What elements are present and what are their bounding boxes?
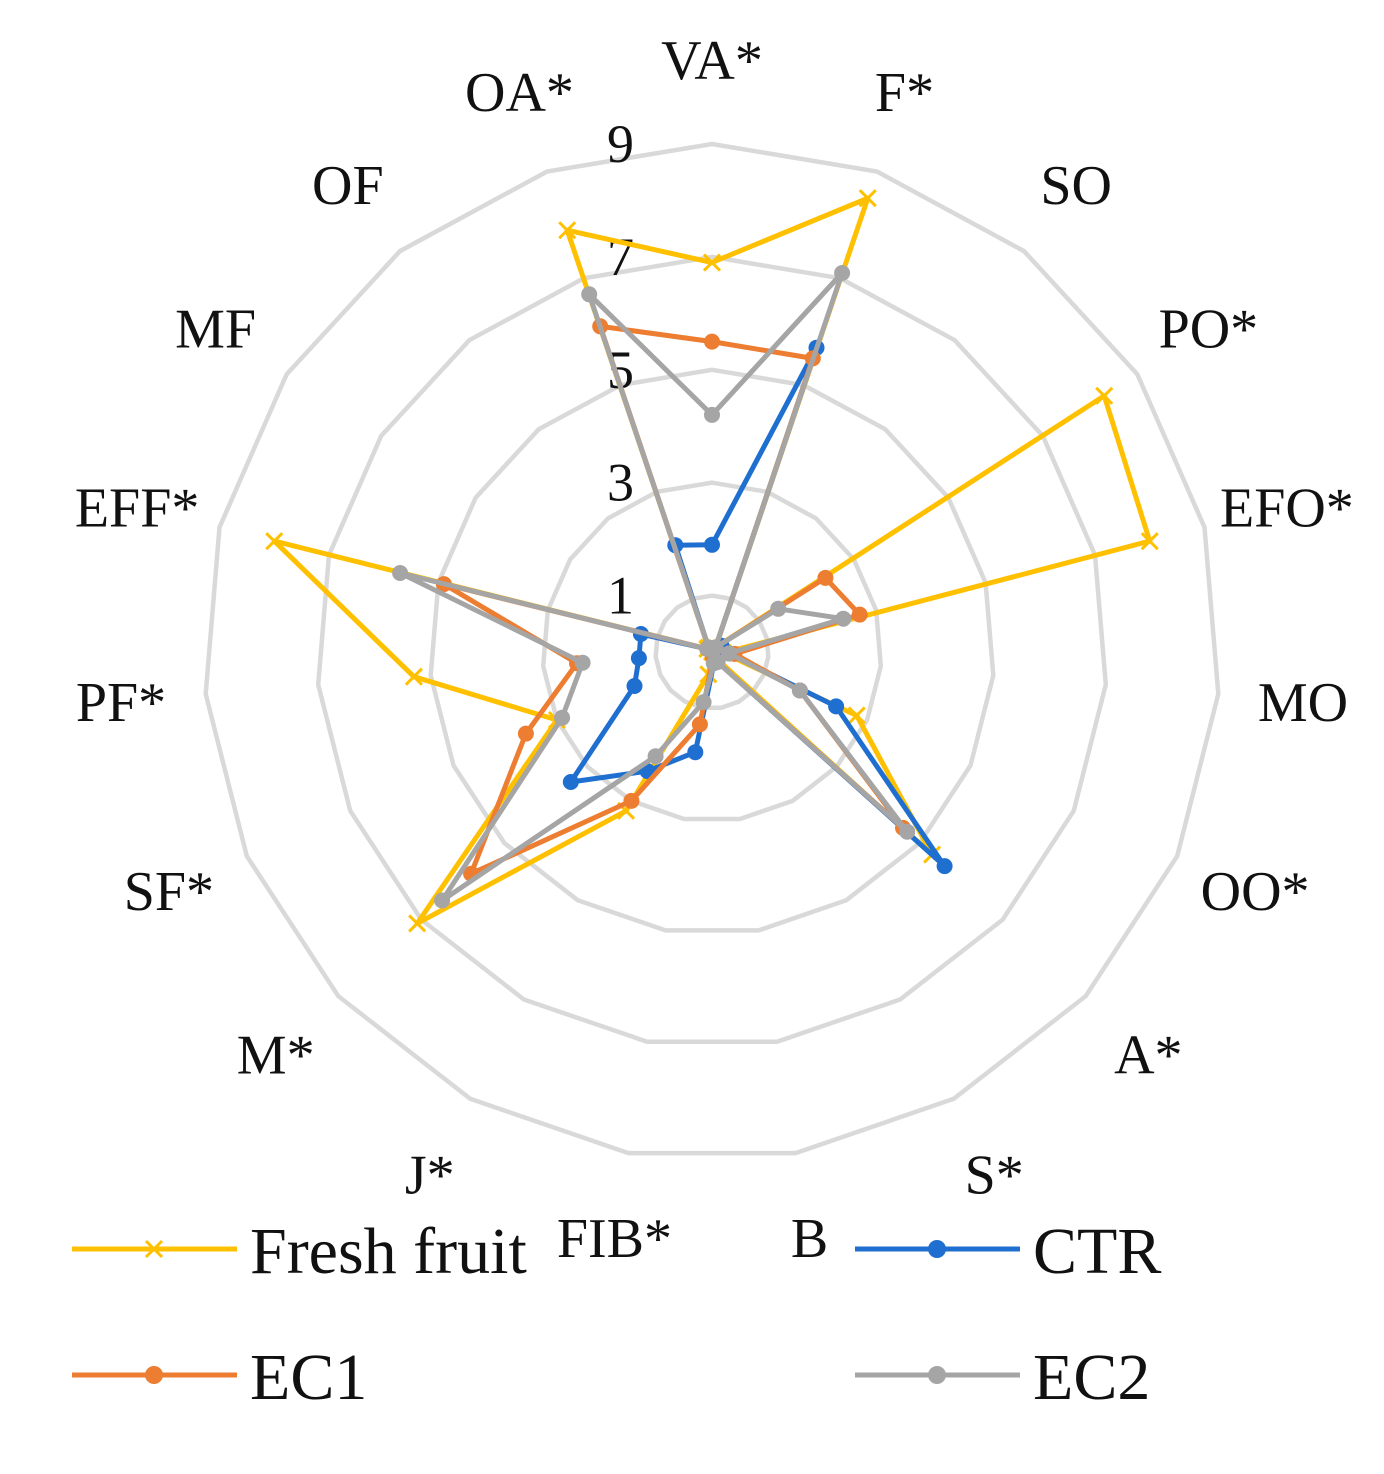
series-ec2	[392, 265, 916, 909]
axis-label-eff-star: EFF*	[75, 477, 200, 539]
axis-label-a-star: A*	[1114, 1025, 1182, 1087]
axis-label-of: OF	[312, 155, 384, 217]
axis-label-sf-star: SF*	[124, 861, 214, 923]
data-point	[702, 253, 722, 272]
data-point	[581, 286, 598, 303]
data-point	[574, 654, 591, 671]
data-point	[623, 792, 640, 809]
legend-marker	[145, 1366, 163, 1384]
grid-ring-5	[428, 367, 996, 933]
axis-label-mf: MF	[175, 299, 256, 361]
data-point	[851, 606, 868, 623]
radar-grid	[203, 141, 1221, 1156]
legend-marker	[928, 1240, 946, 1258]
grid-ring-1	[653, 593, 771, 710]
data-point	[408, 914, 427, 933]
axis-label-po-star: PO*	[1159, 299, 1259, 361]
axis-label-oo-star: OO*	[1201, 861, 1310, 923]
data-point	[554, 709, 571, 726]
axis-label-f-star: F*	[875, 62, 934, 124]
data-point	[704, 536, 720, 553]
data-point	[392, 565, 409, 581]
data-point	[704, 406, 720, 423]
tick-label-9: 9	[607, 114, 634, 174]
data-point	[791, 682, 808, 699]
data-point	[847, 706, 866, 725]
data-point	[720, 645, 737, 662]
data-point	[835, 610, 852, 627]
axis-label-j-star: J*	[405, 1145, 455, 1207]
data-point	[899, 823, 916, 840]
data-point	[626, 678, 643, 694]
tick-label-3: 3	[607, 453, 634, 513]
data-point	[828, 698, 845, 715]
data-point	[404, 667, 423, 686]
data-point	[562, 774, 579, 790]
legend-label: Fresh fruit	[250, 1215, 527, 1288]
data-point	[265, 532, 284, 551]
data-point	[517, 725, 534, 742]
data-point	[770, 600, 787, 617]
data-point	[1095, 386, 1114, 405]
axis-label-b: B	[791, 1208, 828, 1270]
tick-label-1: 1	[607, 566, 634, 626]
data-point	[704, 333, 720, 350]
legend-item: EC2	[855, 1341, 1150, 1414]
data-point	[558, 221, 577, 240]
series-line	[271, 195, 1153, 926]
data-point	[858, 189, 877, 208]
grid-ring-9	[203, 141, 1221, 1156]
data-point	[705, 655, 722, 672]
data-point	[936, 858, 953, 875]
axis-label-m-star: M*	[237, 1025, 315, 1087]
grid-ring-7	[315, 254, 1109, 1044]
legend-marker	[144, 1239, 164, 1259]
legend-item: Fresh fruit	[72, 1215, 527, 1288]
legend: Fresh fruit CTR EC1 EC2	[72, 1215, 1161, 1414]
legend-label: EC1	[250, 1341, 367, 1414]
grid-ring-3	[540, 480, 884, 822]
data-point	[647, 748, 664, 765]
axis-label-efo-star: EFO*	[1220, 477, 1354, 539]
axis-label-va-star: VA*	[661, 30, 763, 92]
axis-label-so: SO	[1040, 155, 1112, 217]
data-point	[630, 650, 647, 667]
legend-item: CTR	[855, 1215, 1161, 1288]
axis-label-pf-star: PF*	[76, 672, 166, 734]
data-point	[691, 716, 708, 733]
legend-label: CTR	[1033, 1215, 1161, 1288]
data-point	[1140, 532, 1159, 551]
data-point	[834, 265, 851, 281]
legend-label: EC2	[1033, 1341, 1150, 1414]
data-point	[700, 639, 717, 656]
legend-item: EC1	[72, 1341, 367, 1414]
axis-label-fib-star: FIB*	[557, 1208, 672, 1270]
legend-marker	[928, 1366, 946, 1384]
data-point	[695, 694, 712, 711]
axis-label-s-star: S*	[965, 1145, 1024, 1207]
axis-label-mo: MO	[1258, 672, 1348, 734]
tick-label-7: 7	[607, 227, 634, 287]
data-point	[434, 892, 451, 909]
data-point	[817, 569, 834, 586]
series-line	[397, 270, 910, 903]
data-point	[687, 744, 704, 761]
axis-label-oa-star: OA*	[465, 62, 574, 124]
